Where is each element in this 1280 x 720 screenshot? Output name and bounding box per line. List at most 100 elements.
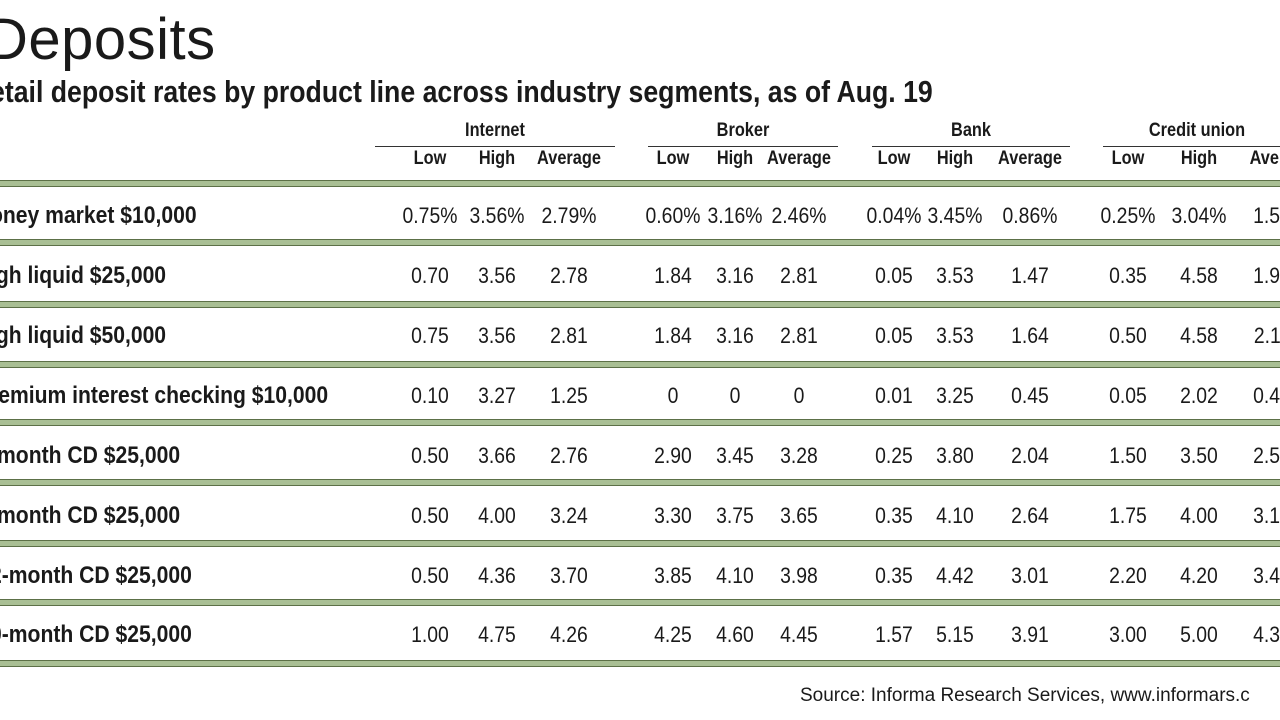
- table-cell: 0.05: [875, 323, 913, 348]
- table-cell: 0.25: [875, 443, 913, 468]
- column-header: Average: [537, 148, 601, 169]
- table-cell: 1.84: [654, 323, 692, 348]
- table-cell: 2.20: [1109, 563, 1147, 588]
- column-header: Avera: [1249, 148, 1280, 169]
- table-cell: 2.78: [550, 263, 588, 288]
- table-cell: 1.84: [654, 263, 692, 288]
- table-cell: 3.01: [1011, 563, 1049, 588]
- table-cell: 0.60%: [645, 203, 701, 228]
- table-cell: 2.81: [780, 323, 818, 348]
- table-cell: 0.50: [411, 563, 449, 588]
- table-cell: 1.64: [1011, 323, 1049, 348]
- table-cell: 0.35: [875, 563, 913, 588]
- table-cell: 3.56: [478, 323, 516, 348]
- table-cell: 0.50: [411, 503, 449, 528]
- table-cell: 4.58: [1180, 323, 1218, 348]
- table-cell: 0.70: [411, 263, 449, 288]
- row-label: -month CD $25,000: [0, 502, 181, 529]
- table-cell: 3.70: [550, 563, 588, 588]
- table-cell: 2.52: [1253, 443, 1280, 468]
- table-cell: 1.57: [875, 622, 913, 647]
- table-cell: 1.25: [550, 383, 588, 408]
- table-cell: 2.04: [1011, 443, 1049, 468]
- table-cell: 0.35: [1109, 263, 1147, 288]
- table-cell: 1.50: [1109, 443, 1147, 468]
- table-cell: 0.04%: [866, 203, 922, 228]
- table-cell: 4.58: [1180, 263, 1218, 288]
- table-cell: 3.98: [780, 563, 818, 588]
- row-divider-band: [0, 361, 1280, 368]
- column-header: High: [1180, 148, 1218, 169]
- segment-header: Internet: [465, 120, 525, 141]
- page-title: Deposits: [0, 7, 216, 72]
- table-cell: 0.50: [1109, 323, 1147, 348]
- table-cell: 0.01: [875, 383, 913, 408]
- segment-header-rule: [375, 146, 615, 147]
- table-cell: 3.45%: [927, 203, 983, 228]
- row-divider-band: [0, 239, 1280, 246]
- table-cell: 0.35: [875, 503, 913, 528]
- row-label: oney market $10,000: [0, 202, 197, 229]
- table-cell: 3.65: [780, 503, 818, 528]
- table-cell: 3.85: [654, 563, 692, 588]
- table-cell: 3.53: [936, 323, 974, 348]
- table-cell: 4.60: [716, 622, 754, 647]
- row-label: -month CD $25,000: [0, 442, 181, 469]
- table-cell: 2.76: [550, 443, 588, 468]
- column-header: Low: [877, 148, 911, 169]
- table-cell: 3.75: [716, 503, 754, 528]
- table-cell: 3.53: [936, 263, 974, 288]
- table-cell: 3.56: [478, 263, 516, 288]
- table-cell: 3.00: [1109, 622, 1147, 647]
- page-subtitle: etail deposit rates by product line acro…: [0, 74, 933, 109]
- row-label: 2-month CD $25,000: [0, 562, 192, 589]
- row-divider-band: [0, 540, 1280, 547]
- table-cell: 3.16: [716, 263, 754, 288]
- segment-header-rule: [1103, 146, 1280, 147]
- table-cell: 0.05: [875, 263, 913, 288]
- table-cell: 3.91: [1011, 622, 1049, 647]
- table-cell: 3.56%: [469, 203, 525, 228]
- column-header: High: [716, 148, 754, 169]
- row-divider-band: [0, 419, 1280, 426]
- table-cell: 0.49: [1253, 383, 1280, 408]
- table-cell: 0.86%: [1002, 203, 1058, 228]
- table-cell: 1.47: [1011, 263, 1049, 288]
- table-cell: 3.28: [780, 443, 818, 468]
- table-cell: 3.27: [478, 383, 516, 408]
- table-cell: 2.90: [654, 443, 692, 468]
- table-cell: 0.75: [411, 323, 449, 348]
- segment-header: Bank: [951, 120, 991, 141]
- segment-header: Credit union: [1148, 120, 1245, 141]
- table-cell: 3.10: [1253, 503, 1280, 528]
- table-cell: 2.11: [1253, 323, 1280, 348]
- row-label: remium interest checking $10,000: [0, 382, 329, 409]
- column-header: High: [478, 148, 516, 169]
- table-cell: 1.75: [1109, 503, 1147, 528]
- table-cell: 0: [793, 383, 805, 408]
- column-header: Low: [413, 148, 447, 169]
- table-cell: 2.46%: [771, 203, 827, 228]
- column-header: Average: [767, 148, 831, 169]
- segment-header-rule: [648, 146, 838, 147]
- table-cell: 3.66: [478, 443, 516, 468]
- table-cell: 4.45: [780, 622, 818, 647]
- table-cell: 3.80: [936, 443, 974, 468]
- table-cell: 0.45: [1011, 383, 1049, 408]
- table-cell: 4.00: [478, 503, 516, 528]
- table-cell: 3.50: [1180, 443, 1218, 468]
- table-cell: 2.02: [1180, 383, 1218, 408]
- row-divider-band: [0, 660, 1280, 667]
- table-cell: 5.15: [936, 622, 974, 647]
- table-cell: 0.50: [411, 443, 449, 468]
- column-header: Low: [656, 148, 690, 169]
- table-cell: 3.45: [716, 443, 754, 468]
- column-header: High: [936, 148, 974, 169]
- row-divider-band: [0, 479, 1280, 486]
- table-cell: 1.91: [1253, 263, 1280, 288]
- column-header: Average: [998, 148, 1062, 169]
- table-cell: 4.26: [550, 622, 588, 647]
- row-divider-band: [0, 180, 1280, 187]
- segment-header-rule: [872, 146, 1070, 147]
- table-cell: 0.25%: [1100, 203, 1156, 228]
